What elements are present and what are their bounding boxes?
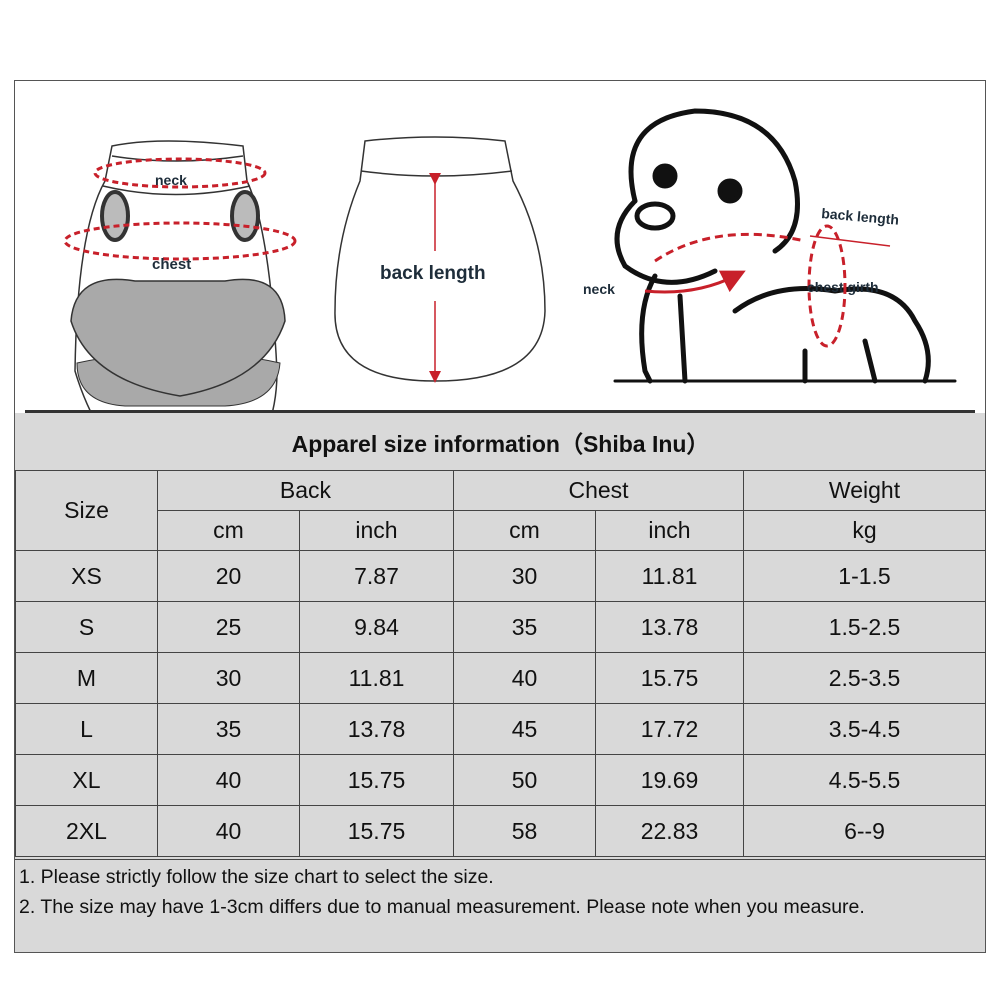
table-cell: 40 [157,805,300,857]
neck-label: neck [155,172,187,188]
size-table-area: Apparel size information（Shiba Inu） Size… [15,413,987,859]
table-cell: XL [15,754,158,806]
table-cell: 2XL [15,805,158,857]
unit-header: inch [595,510,744,551]
header-size: Size [15,470,158,551]
table-row: XL 40 15.75 50 19.69 4.5-5.5 [15,754,987,806]
table-row: XS 20 7.87 30 11.81 1-1.5 [15,550,987,602]
unit-header: kg [742,510,987,551]
notes: 1. Please strictly follow the size chart… [15,859,985,952]
table-cell: 19.69 [595,754,744,806]
table-cell: 13.78 [595,601,744,653]
table-cell: 7.87 [299,550,454,602]
table-row: L 35 13.78 45 17.72 3.5-4.5 [15,703,987,755]
dog-back-length-label: back length [821,205,900,228]
measurement-illustrations: neck chest back length back length neck … [63,108,957,411]
header-weight: Weight [742,470,987,511]
garment-front-drawing: neck chest [63,140,297,411]
table-cell: 17.72 [595,703,744,755]
note-2: 2. The size may have 1-3cm differs due t… [19,896,865,918]
table-cell: 13.78 [299,703,454,755]
table-cell: 15.75 [299,805,454,857]
table-row: M 30 11.81 40 15.75 2.5-3.5 [15,652,987,704]
table-cell: 50 [453,754,596,806]
garment-back-drawing: back length [334,136,546,383]
table-cell: 22.83 [595,805,744,857]
table-cell: 45 [453,703,596,755]
table-cell: 9.84 [299,601,454,653]
unit-header: cm [157,510,300,551]
table-cell: 40 [453,652,596,704]
back-length-label: back length [380,263,486,284]
table-cell: 40 [157,754,300,806]
table-cell: 20 [157,550,300,602]
table-cell: 4.5-5.5 [742,754,987,806]
note-1: 1. Please strictly follow the size chart… [19,866,494,888]
table-cell: 35 [453,601,596,653]
header-chest: Chest [453,470,744,511]
header-back: Back [157,470,454,511]
table-cell: 30 [157,652,300,704]
table-cell: 58 [453,805,596,857]
table-cell: 11.81 [595,550,744,602]
table-cell: 15.75 [299,754,454,806]
dog-measurements [644,224,891,348]
table-cell: 15.75 [595,652,744,704]
table-cell: L [15,703,158,755]
size-table: Apparel size information（Shiba Inu） Size… [15,413,987,857]
table-cell: 6--9 [742,805,987,857]
table-cell: 30 [453,550,596,602]
table-cell: 25 [157,601,300,653]
table-cell: 1-1.5 [742,550,987,602]
table-cell: 1.5-2.5 [742,601,987,653]
size-chart: neck chest back length back length neck … [14,80,987,953]
dog-drawing [613,108,957,384]
unit-header: inch [299,510,454,551]
table-cell: 11.81 [299,652,454,704]
unit-header: cm [453,510,596,551]
table-cell: XS [15,550,158,602]
dog-chest-girth-label: chest girth [807,279,879,295]
table-title: Apparel size information（Shiba Inu） [15,413,986,471]
table-cell: 3.5-4.5 [742,703,987,755]
table-cell: 2.5-3.5 [742,652,987,704]
table-cell: 35 [157,703,300,755]
dog-neck-label: neck [583,281,615,297]
divider [25,410,975,413]
table-row: 2XL 40 15.75 58 22.83 6--9 [15,805,987,857]
table-cell: M [15,652,158,704]
chest-label: chest [152,256,191,273]
table-cell: S [15,601,158,653]
table-row: S 25 9.84 35 13.78 1.5-2.5 [15,601,987,653]
